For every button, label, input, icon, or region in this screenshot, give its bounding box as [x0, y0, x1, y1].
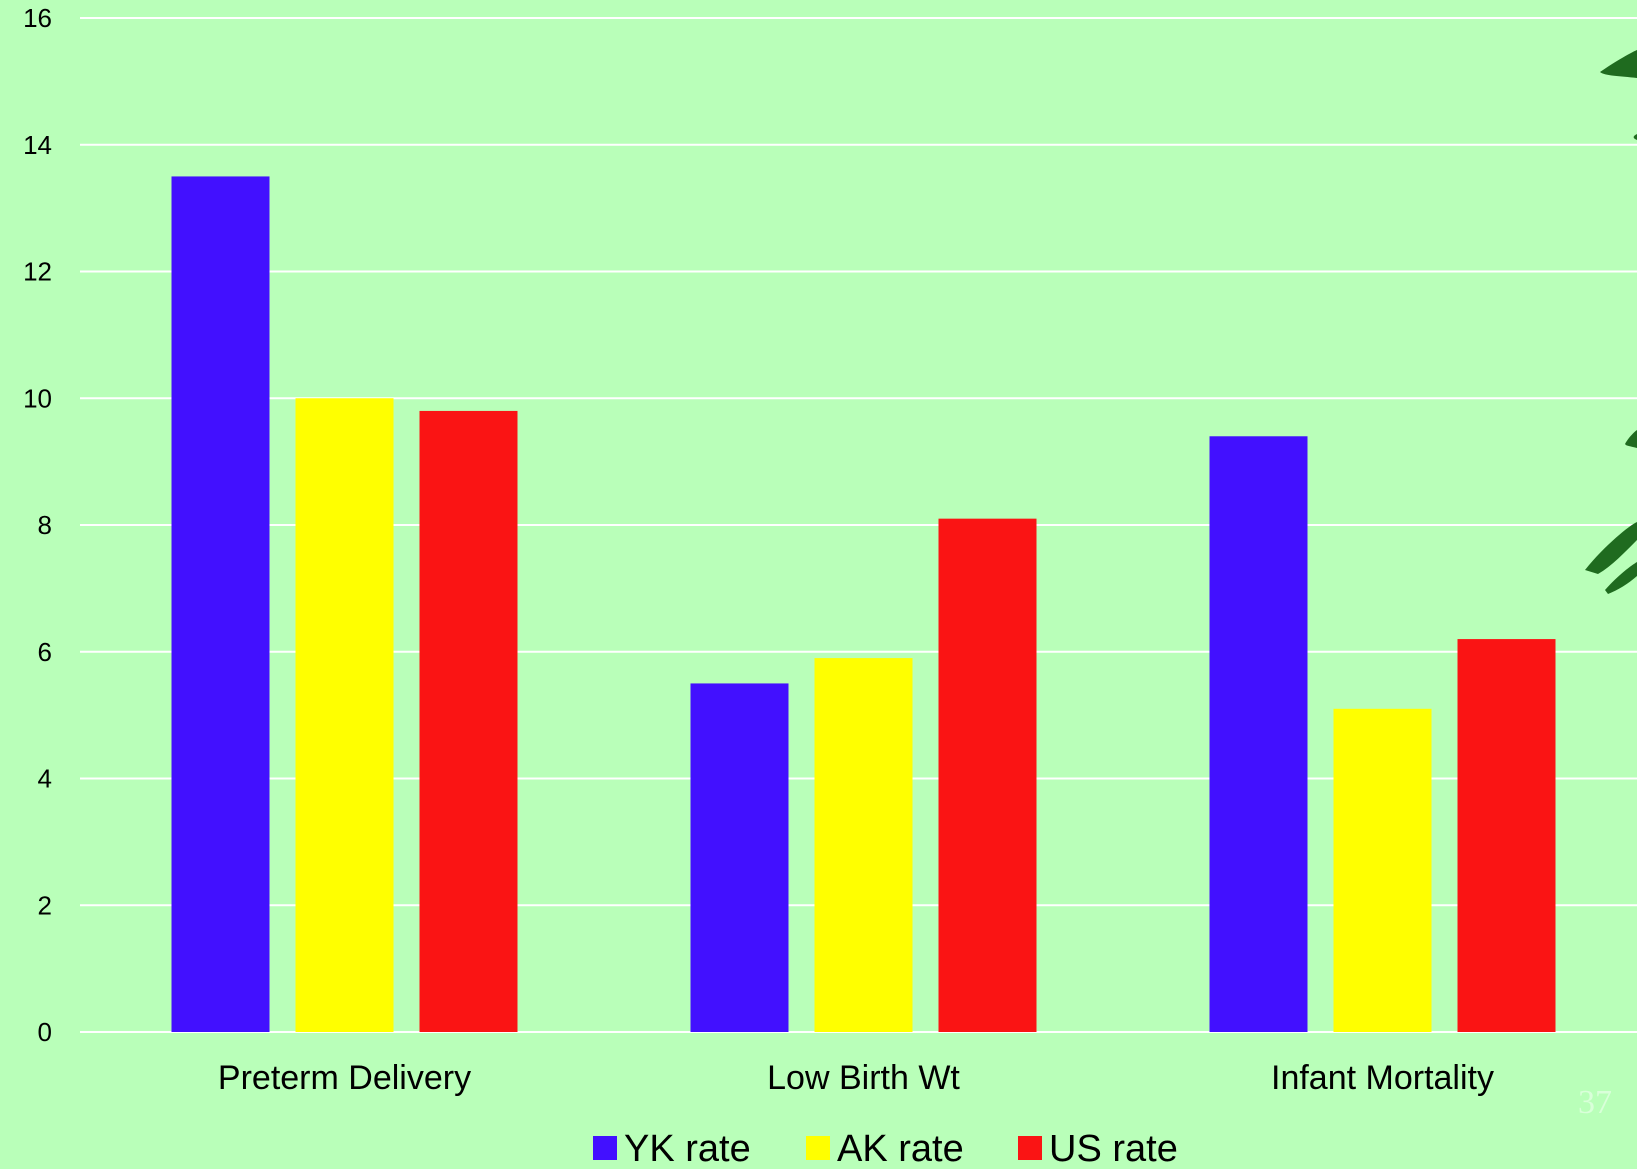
- legend-label: YK rate: [624, 1128, 751, 1169]
- y-axis-ticks: 0 2 4 6 8 10 12 14 16: [23, 3, 52, 1047]
- legend: YK rate AK rate US rate: [593, 1128, 1178, 1169]
- x-category-label: Low Birth Wt: [767, 1059, 960, 1097]
- bar-yk-rate: [1209, 436, 1308, 1032]
- y-tick-label: 0: [38, 1017, 52, 1047]
- page-number: 37: [1578, 1084, 1612, 1121]
- bar-ak-rate: [814, 658, 913, 1032]
- bar-us-rate: [419, 410, 518, 1032]
- y-tick-label: 8: [38, 510, 52, 540]
- legend-label: US rate: [1049, 1128, 1178, 1169]
- y-tick-label: 10: [23, 383, 52, 413]
- bamboo-leaves-icon: [1585, 50, 1637, 594]
- bars: [171, 176, 1556, 1032]
- y-tick-label: 16: [23, 3, 52, 33]
- y-tick-label: 2: [38, 890, 52, 920]
- legend-swatch: [1018, 1136, 1042, 1160]
- legend-label: AK rate: [837, 1128, 964, 1169]
- x-category-label: Infant Mortality: [1271, 1059, 1494, 1097]
- bar-ak-rate: [1333, 708, 1432, 1032]
- bar-us-rate: [938, 518, 1037, 1032]
- bar-yk-rate: [171, 176, 270, 1032]
- bar-us-rate: [1457, 639, 1556, 1032]
- legend-swatch: [593, 1136, 617, 1160]
- y-tick-label: 14: [23, 130, 52, 160]
- y-tick-label: 6: [38, 637, 52, 667]
- y-tick-label: 4: [38, 764, 52, 794]
- bar-ak-rate: [295, 398, 394, 1032]
- y-tick-label: 12: [23, 257, 52, 287]
- x-axis-categories: Preterm Delivery Low Birth Wt Infant Morta…: [218, 1059, 1494, 1097]
- x-category-label: Preterm Delivery: [218, 1059, 471, 1097]
- legend-swatch: [806, 1136, 830, 1160]
- bar-yk-rate: [690, 683, 789, 1032]
